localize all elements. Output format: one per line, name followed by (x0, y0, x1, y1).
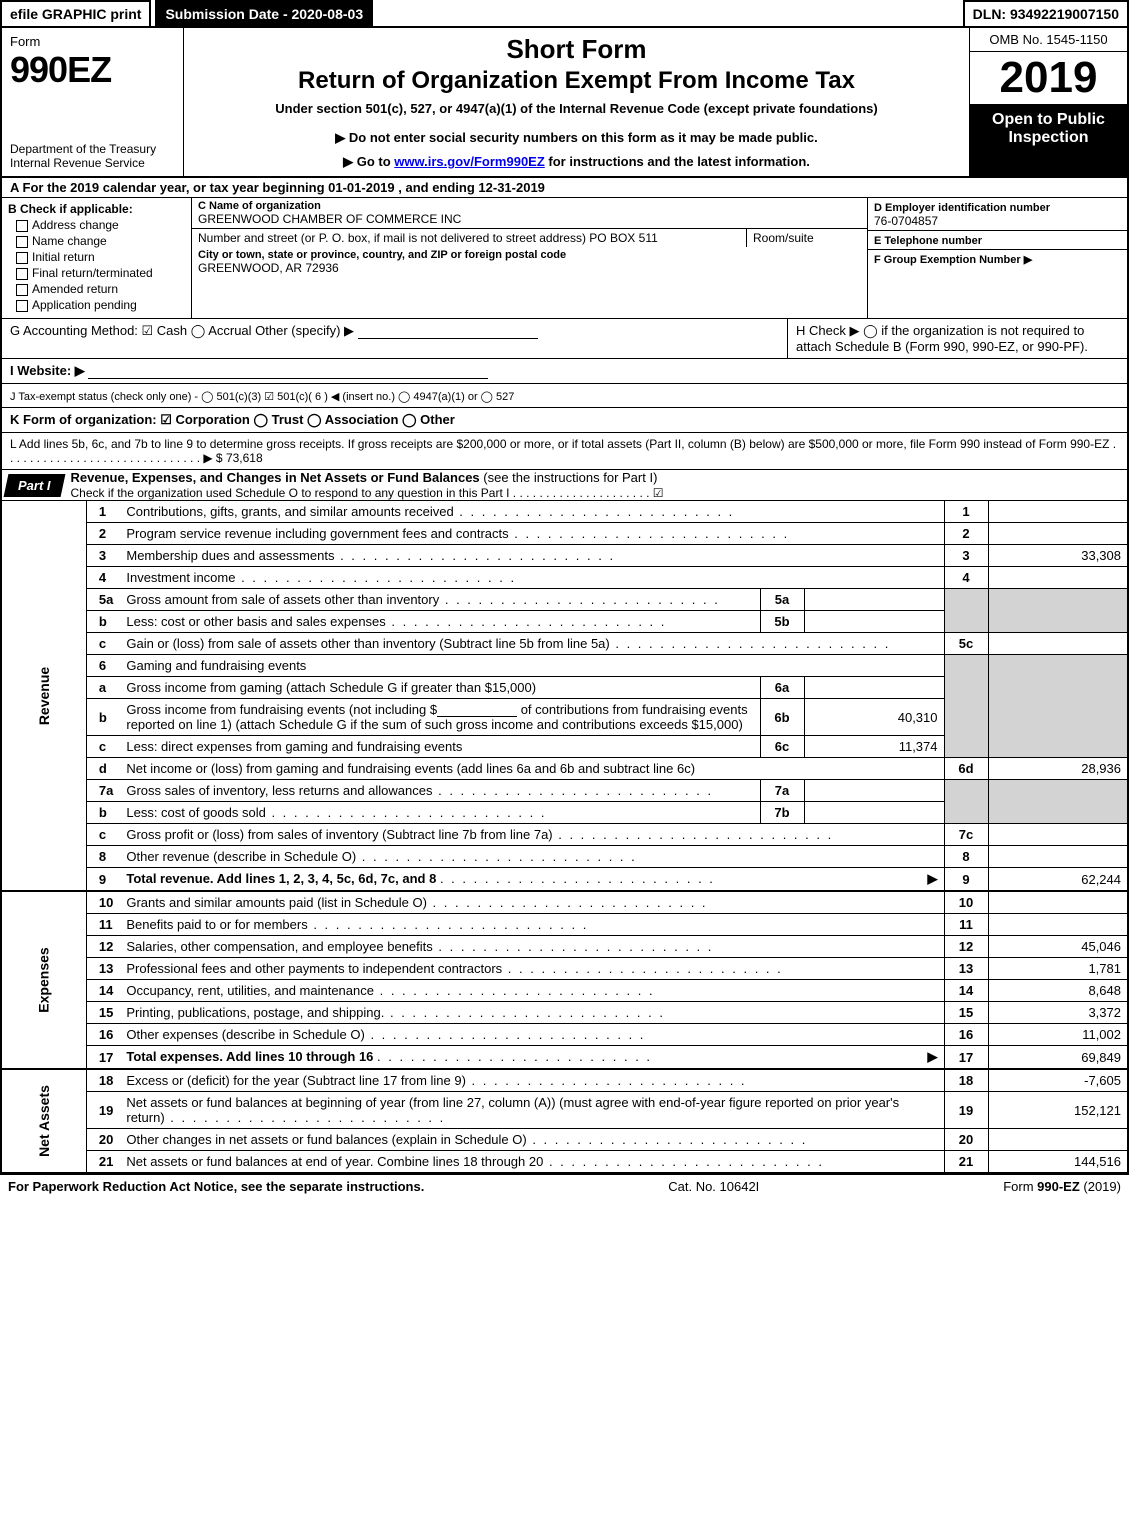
section-def: D Employer identification number 76-0704… (867, 198, 1127, 318)
footer-right: Form 990-EZ (2019) (1003, 1179, 1121, 1194)
line-6b-blank[interactable] (437, 703, 517, 717)
line-8: 8 Other revenue (describe in Schedule O)… (1, 846, 1128, 868)
group-exemption-label: F Group Exemption Number ▶ (874, 254, 1032, 266)
period-row: A For the 2019 calendar year, or tax yea… (0, 178, 1129, 198)
line-11: 11 Benefits paid to or for members 11 (1, 914, 1128, 936)
telephone-label: E Telephone number (874, 235, 982, 247)
org-name-label: C Name of organization (198, 200, 861, 212)
row-l-gross-receipts: L Add lines 5b, 6c, and 7b to line 9 to … (0, 433, 1129, 470)
schedule-b-check: H Check ▶ ◯ if the organization is not r… (787, 319, 1127, 358)
form-label: Form (10, 34, 175, 49)
addr-label: Number and street (or P. O. box, if mail… (198, 231, 586, 245)
row-j-tax-exempt: J Tax-exempt status (check only one) - ◯… (0, 384, 1129, 408)
section-b-header: B Check if applicable: (8, 202, 185, 216)
header-center: Short Form Return of Organization Exempt… (184, 28, 969, 176)
submission-date: Submission Date - 2020-08-03 (155, 0, 373, 26)
form-header: Form 990EZ Department of the Treasury In… (0, 28, 1129, 178)
tax-year: 2019 (970, 52, 1127, 105)
omb-number: OMB No. 1545-1150 (970, 28, 1127, 52)
city-label: City or town, state or province, country… (198, 249, 861, 261)
row-g-h: G Accounting Method: ☑ Cash ◯ Accrual Ot… (0, 319, 1129, 359)
dept-treasury: Department of the Treasury Internal Reve… (10, 142, 175, 170)
line-15: 15 Printing, publications, postage, and … (1, 1002, 1128, 1024)
telephone-row: E Telephone number (868, 231, 1127, 250)
line-19: 19 Net assets or fund balances at beginn… (1, 1092, 1128, 1129)
line-4: 4 Investment income 4 (1, 567, 1128, 589)
line-6: 6 Gaming and fundraising events (1, 655, 1128, 677)
row-i-website: I Website: ▶ (0, 359, 1129, 384)
dln: DLN: 93492219007150 (963, 0, 1129, 26)
line-20: 20 Other changes in net assets or fund b… (1, 1129, 1128, 1151)
side-label-netassets: Net Assets (1, 1069, 86, 1173)
financial-table: Revenue 1 Contributions, gifts, grants, … (0, 501, 1129, 1173)
open-to-public: Open to Public Inspection (970, 105, 1127, 176)
efile-graphic-print: efile GRAPHIC print (0, 0, 151, 26)
section-b: B Check if applicable: Address change Na… (2, 198, 192, 318)
line-10: Expenses 10 Grants and similar amounts p… (1, 891, 1128, 914)
group-exemption-row: F Group Exemption Number ▶ (868, 250, 1127, 268)
part1-tag: Part I (4, 474, 65, 497)
goto-line: ▶ Go to www.irs.gov/Form990EZ for instru… (192, 154, 961, 170)
top-bar: efile GRAPHIC print Submission Date - 20… (0, 0, 1129, 28)
check-address-change[interactable]: Address change (16, 218, 185, 232)
website-field[interactable] (88, 365, 488, 379)
check-final-return[interactable]: Final return/terminated (16, 266, 185, 280)
footer-center: Cat. No. 10642I (668, 1179, 759, 1194)
line-9: 9 Total revenue. Add lines 1, 2, 3, 4, 5… (1, 868, 1128, 892)
spacer (373, 0, 963, 26)
org-address-row: Number and street (or P. O. box, if mail… (192, 229, 867, 247)
org-name-value: GREENWOOD CHAMBER OF COMMERCE INC (198, 212, 461, 226)
part1-check-note: Check if the organization used Schedule … (71, 486, 664, 500)
part1-sub: (see the instructions for Part I) (483, 470, 657, 485)
header-right: OMB No. 1545-1150 2019 Open to Public In… (969, 28, 1127, 176)
org-info-grid: B Check if applicable: Address change Na… (0, 198, 1129, 319)
check-name-change[interactable]: Name change (16, 234, 185, 248)
line-1: Revenue 1 Contributions, gifts, grants, … (1, 501, 1128, 523)
addr-value: PO BOX 511 (589, 231, 657, 245)
page-footer: For Paperwork Reduction Act Notice, see … (0, 1173, 1129, 1198)
room-label: Room/suite (753, 231, 814, 245)
main-title: Return of Organization Exempt From Incom… (192, 67, 961, 95)
part1-title: Revenue, Expenses, and Changes in Net As… (71, 470, 484, 485)
check-initial-return[interactable]: Initial return (16, 250, 185, 264)
line-16: 16 Other expenses (describe in Schedule … (1, 1024, 1128, 1046)
side-label-expenses: Expenses (1, 891, 86, 1069)
check-amended-return[interactable]: Amended return (16, 282, 185, 296)
section-c: C Name of organization GREENWOOD CHAMBER… (192, 198, 867, 318)
row-k-form-org: K Form of organization: ☑ Corporation ◯ … (0, 408, 1129, 433)
short-form-title: Short Form (192, 34, 961, 65)
line-7a: 7a Gross sales of inventory, less return… (1, 780, 1128, 802)
line-3: 3 Membership dues and assessments 3 33,3… (1, 545, 1128, 567)
header-left: Form 990EZ Department of the Treasury In… (2, 28, 184, 176)
check-application-pending[interactable]: Application pending (16, 298, 185, 312)
line-21: 21 Net assets or fund balances at end of… (1, 1151, 1128, 1173)
accounting-method: G Accounting Method: ☑ Cash ◯ Accrual Ot… (2, 319, 787, 358)
line-7c: c Gross profit or (loss) from sales of i… (1, 824, 1128, 846)
form-number: 990EZ (10, 49, 175, 91)
part1-header: Part I Revenue, Expenses, and Changes in… (0, 470, 1129, 501)
side-label-revenue: Revenue (1, 501, 86, 891)
ssn-warning: ▶ Do not enter social security numbers o… (192, 130, 961, 146)
line-17: 17 Total expenses. Add lines 10 through … (1, 1046, 1128, 1070)
under-section: Under section 501(c), 527, or 4947(a)(1)… (192, 101, 961, 116)
line-5c: c Gain or (loss) from sale of assets oth… (1, 633, 1128, 655)
city-value: GREENWOOD, AR 72936 (198, 261, 339, 275)
org-name-row: C Name of organization GREENWOOD CHAMBER… (192, 198, 867, 229)
ein-row: D Employer identification number 76-0704… (868, 198, 1127, 231)
line-2: 2 Program service revenue including gove… (1, 523, 1128, 545)
line-12: 12 Salaries, other compensation, and emp… (1, 936, 1128, 958)
line-5a: 5a Gross amount from sale of assets othe… (1, 589, 1128, 611)
goto-link[interactable]: www.irs.gov/Form990EZ (394, 154, 545, 169)
other-specify-field[interactable] (358, 325, 538, 339)
ein-label: D Employer identification number (874, 202, 1050, 214)
line-13: 13 Professional fees and other payments … (1, 958, 1128, 980)
line-14: 14 Occupancy, rent, utilities, and maint… (1, 980, 1128, 1002)
goto-post: for instructions and the latest informat… (545, 154, 810, 169)
footer-left: For Paperwork Reduction Act Notice, see … (8, 1179, 424, 1194)
line-18: Net Assets 18 Excess or (deficit) for th… (1, 1069, 1128, 1092)
goto-pre: ▶ Go to (343, 154, 394, 169)
ein-value: 76-0704857 (874, 214, 938, 228)
org-city-row: City or town, state or province, country… (192, 247, 867, 277)
line-6d: d Net income or (loss) from gaming and f… (1, 758, 1128, 780)
